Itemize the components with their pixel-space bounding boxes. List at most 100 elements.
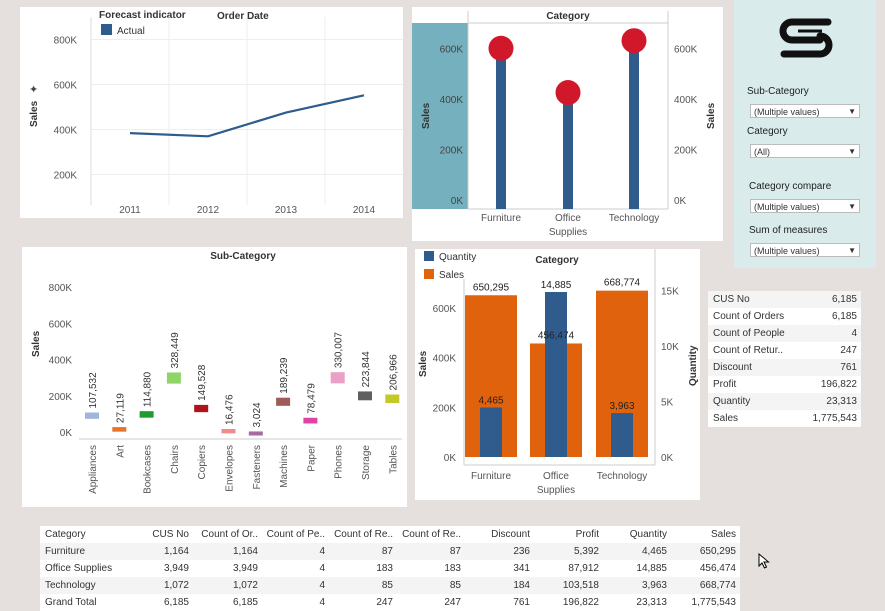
x-tick-label: Copiers: [197, 445, 208, 479]
bar-tables[interactable]: [385, 394, 400, 403]
filter-category[interactable]: (All) ▼: [750, 144, 860, 158]
column-header[interactable]: Sales: [710, 529, 736, 540]
legend-swatch-sales[interactable]: [424, 269, 434, 279]
x-tick-label: Fasteners: [252, 445, 263, 489]
lollipop-stem[interactable]: [629, 40, 639, 210]
bar-quantity[interactable]: [480, 407, 502, 457]
lollipop-stem[interactable]: [496, 48, 506, 210]
bar-fasteners[interactable]: [248, 431, 263, 436]
lollipop-stem[interactable]: [563, 92, 573, 209]
y-tick-label: 200K: [49, 392, 73, 403]
subcategory-chart: Sub-Category Sales 800K 600K 400K 200K 0K 10…: [31, 251, 402, 494]
table-cell: 1,072: [232, 580, 258, 591]
filter-category-compare[interactable]: (Multiple values) ▼: [750, 199, 860, 213]
sales-trend-chart: Forecast indicator Actual Order Date Sal…: [29, 10, 403, 216]
kpi-value: 6,185: [831, 311, 857, 322]
axis-highlight-band: [412, 23, 468, 209]
y-tick-label: 600K: [49, 319, 73, 330]
y-tick-label-right: 5K: [661, 398, 674, 409]
legend-swatch-quantity[interactable]: [424, 251, 434, 261]
legend-swatch-actual[interactable]: [101, 24, 112, 35]
table-row: Furniture 1,164 1,164 4 87 87 236 5,392 4,465 650…: [40, 543, 740, 560]
column-header[interactable]: Count of Pe..: [266, 529, 325, 540]
filter-value: (All): [754, 147, 770, 157]
category-combo-chart: Quantity Sales Category Sales Quantity 6…: [418, 249, 699, 496]
table-cell: 85: [381, 580, 393, 591]
bar-quantity[interactable]: [545, 291, 567, 457]
x-tick-label: 2012: [197, 205, 220, 216]
table-cell: Office Supplies: [45, 563, 113, 574]
column-header[interactable]: Category: [45, 529, 86, 540]
bar-paper[interactable]: [303, 417, 318, 424]
bar-art[interactable]: [112, 427, 127, 432]
column-header[interactable]: Count of Re..: [402, 529, 461, 540]
table-cell: 3,949: [232, 563, 258, 574]
x-tick-label: Supplies: [537, 485, 575, 496]
data-label-sales: 668,774: [604, 278, 641, 289]
table-cell: 183: [376, 563, 393, 574]
category-summary-table: Category CUS No Count of Or.. Count of Pe..…: [40, 526, 740, 611]
bar-phones[interactable]: [330, 372, 345, 384]
line-series-actual[interactable]: [129, 94, 365, 138]
x-tick-label: Office: [543, 471, 569, 482]
column-header[interactable]: Quantity: [629, 529, 667, 540]
data-label-quantity: 14,885: [541, 280, 572, 291]
column-header[interactable]: Count of Re..: [334, 529, 393, 540]
column-header[interactable]: CUS No: [152, 529, 189, 540]
data-label: 78,479: [306, 383, 317, 414]
y-tick-label-right: 400K: [674, 95, 698, 106]
bar-quantity[interactable]: [611, 413, 633, 457]
y-tick-label-right: 200K: [674, 145, 698, 156]
kpi-label: Count of Retur..: [713, 345, 784, 356]
x-tick-label: 2014: [353, 205, 376, 216]
data-label: 16,476: [225, 394, 236, 425]
table-cell: 87: [449, 546, 461, 557]
table-cell: 184: [513, 580, 530, 591]
table-cell: 761: [513, 597, 530, 608]
bar-envelopes[interactable]: [221, 429, 236, 434]
data-label: 330,007: [334, 332, 345, 369]
y-axis-label-right: Sales: [706, 102, 717, 129]
bar-bookcases[interactable]: [139, 411, 154, 418]
y-axis-label-left: Sales: [421, 102, 432, 129]
table-cell: 668,774: [699, 580, 736, 591]
column-header[interactable]: Discount: [491, 529, 530, 540]
pin-icon[interactable]: ✦: [29, 84, 38, 96]
legend-label-quantity[interactable]: Quantity: [439, 252, 476, 263]
y-axis-label-left: Sales: [418, 350, 429, 377]
data-label: 107,532: [88, 372, 99, 409]
kpi-label: CUS No: [713, 294, 750, 305]
bar-storage[interactable]: [358, 391, 372, 401]
legend-item-actual[interactable]: Actual: [117, 26, 145, 37]
y-tick-label-right: 600K: [674, 44, 698, 55]
bar-machines[interactable]: [276, 397, 291, 406]
table-cell: 87,912: [568, 563, 599, 574]
lollipop-dot[interactable]: [555, 80, 581, 106]
y-tick-label: 200K: [54, 171, 78, 182]
y-tick-label-right: 15K: [661, 287, 679, 298]
y-tick-label-right: 10K: [661, 342, 679, 353]
filter-sum-of-measures[interactable]: (Multiple values) ▼: [750, 243, 860, 257]
filter-sub-category[interactable]: (Multiple values) ▼: [750, 104, 860, 118]
bar-chairs[interactable]: [166, 372, 181, 384]
y-tick-label-left: 400K: [440, 95, 464, 106]
column-header[interactable]: Profit: [575, 529, 599, 540]
data-label-sales: 650,295: [473, 282, 510, 293]
legend-label-sales[interactable]: Sales: [439, 270, 464, 281]
y-tick-label: 600K: [54, 81, 78, 92]
table-cell: 456,474: [699, 563, 736, 574]
table-cell: 3,963: [641, 580, 667, 591]
bar-copiers[interactable]: [194, 404, 209, 413]
table-cell: 23,313: [636, 597, 667, 608]
lollipop-dot[interactable]: [621, 28, 647, 54]
table-cell: 1,072: [163, 580, 189, 591]
table-cell: 103,518: [562, 580, 599, 591]
bar-appliances[interactable]: [85, 412, 99, 419]
column-header[interactable]: Count of Or..: [201, 529, 258, 540]
table-cell: 1,164: [232, 546, 258, 557]
category-combo-panel: Quantity Sales Category Sales Quantity 6…: [415, 249, 700, 500]
category-lollipop-panel: Category Sales Sales 600K 400K 200K 0K 600K…: [412, 7, 723, 241]
column-header-order-date: Order Date: [217, 11, 269, 22]
x-tick-label: Furniture: [481, 213, 521, 224]
lollipop-dot[interactable]: [488, 35, 514, 61]
